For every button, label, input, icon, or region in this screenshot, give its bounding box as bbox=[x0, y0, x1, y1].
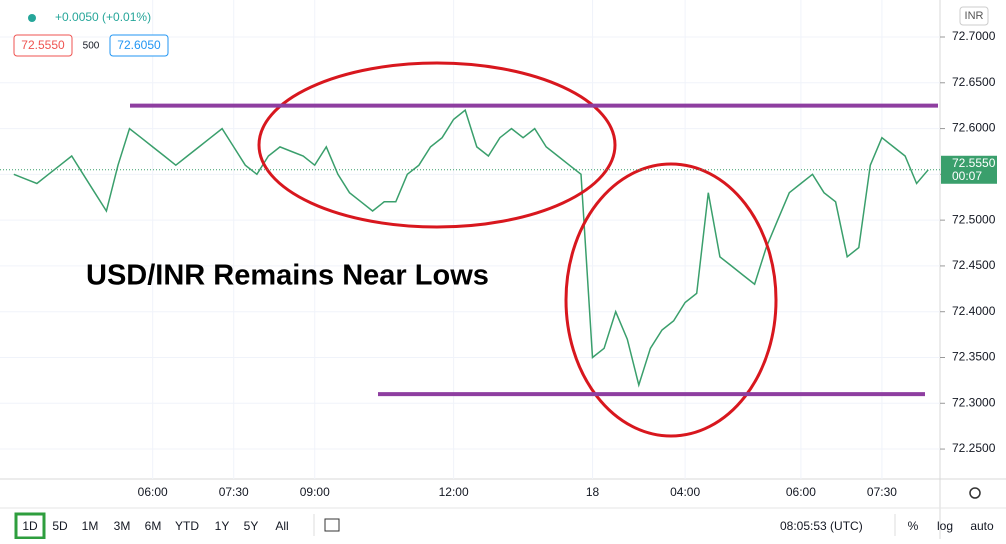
range-button[interactable]: 6M bbox=[145, 519, 162, 533]
range-button[interactable]: 1M bbox=[82, 519, 99, 533]
y-tick-label: 72.4000 bbox=[952, 304, 996, 318]
y-tick-label: 72.5000 bbox=[952, 212, 996, 226]
y-tick-label: 72.2500 bbox=[952, 441, 996, 455]
range-button[interactable]: 3M bbox=[114, 519, 131, 533]
compare-icon[interactable] bbox=[324, 518, 340, 532]
highlight-ellipse bbox=[257, 61, 617, 229]
price-line bbox=[13, 108, 929, 388]
bid-box[interactable] bbox=[13, 34, 73, 57]
range-button[interactable]: All bbox=[275, 519, 288, 533]
currency: INR bbox=[965, 10, 984, 22]
scale-option[interactable]: auto bbox=[970, 519, 994, 533]
ask: 72.6050 bbox=[117, 38, 161, 52]
x-tick-label: 06:00 bbox=[786, 485, 816, 499]
x-tick-label: 06:00 bbox=[138, 485, 168, 499]
y-tick-label: 72.3000 bbox=[952, 395, 996, 409]
x-tick-label: 07:30 bbox=[867, 485, 897, 499]
range-selected bbox=[14, 512, 46, 540]
currency-box[interactable] bbox=[959, 6, 989, 26]
status-dot bbox=[28, 14, 36, 22]
x-tick-label: 09:00 bbox=[300, 485, 330, 499]
y-tick-label: 72.6500 bbox=[952, 75, 996, 89]
range-button[interactable]: 1Y bbox=[215, 519, 230, 533]
range-button[interactable]: 5D bbox=[52, 519, 68, 533]
scale-option[interactable]: log bbox=[937, 519, 953, 533]
y-tick-label: 72.3500 bbox=[952, 350, 996, 364]
x-tick-label: 18 bbox=[586, 485, 600, 499]
y-tick-label: 72.4500 bbox=[952, 258, 996, 272]
clock: 08:05:53 (UTC) bbox=[780, 519, 863, 533]
spread: 500 bbox=[83, 41, 100, 52]
x-tick-label: 07:30 bbox=[219, 485, 249, 499]
range-button[interactable]: 5Y bbox=[244, 519, 259, 533]
x-tick-label: 12:00 bbox=[439, 485, 469, 499]
ask-box[interactable] bbox=[109, 34, 169, 57]
scale-option[interactable]: % bbox=[908, 519, 919, 533]
x-tick-label: 04:00 bbox=[670, 485, 700, 499]
y-tick-label: 72.6000 bbox=[952, 121, 996, 135]
settings-icon[interactable] bbox=[969, 487, 981, 499]
y-tick-label: 72.7000 bbox=[952, 29, 996, 43]
highlight-ellipse bbox=[564, 162, 778, 438]
change: +0.0050 (+0.01%) bbox=[55, 10, 151, 24]
range-button[interactable]: 1D bbox=[22, 519, 38, 533]
annotation: USD/INR Remains Near Lows bbox=[86, 260, 489, 292]
countdown: 00:07 bbox=[952, 169, 982, 183]
range-button[interactable]: YTD bbox=[175, 519, 199, 533]
last-price: 72.5550 bbox=[952, 156, 996, 170]
last-price-box bbox=[941, 155, 997, 184]
bid: 72.5550 bbox=[21, 38, 65, 52]
